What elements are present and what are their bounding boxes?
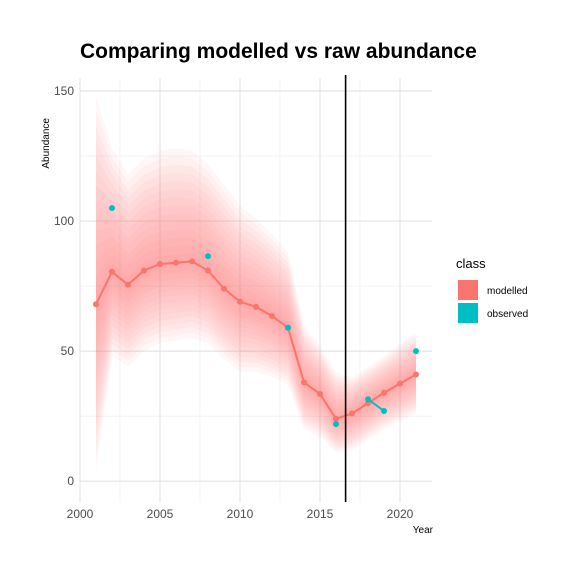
y-tick-label: 100 (54, 214, 74, 228)
modelled-point (221, 285, 227, 292)
confidence-band-layer (96, 229, 416, 429)
modelled-point (317, 391, 323, 398)
confidence-band-layer (96, 221, 416, 431)
modelled-point (205, 267, 211, 274)
observed-line (367, 398, 385, 412)
confidence-band-layer (96, 155, 416, 443)
modelled-point (237, 298, 243, 305)
x-tick-label: 2010 (227, 507, 254, 521)
modelled-point (349, 410, 355, 417)
confidence-band-layer (96, 200, 416, 436)
x-tick-label: 2015 (307, 507, 334, 521)
y-axis-label: Abundance (41, 118, 52, 169)
modelled-point (269, 313, 275, 320)
series (93, 75, 419, 502)
y-tick-label: 0 (67, 474, 74, 488)
observed-point (381, 407, 387, 414)
modelled-point (333, 415, 339, 422)
legend-title: class (456, 256, 486, 271)
modelled-point (301, 379, 307, 386)
axes: 2000 2005 2010 2015 2020 0 50 100 150 (54, 84, 414, 521)
confidence-band-layer (96, 213, 416, 434)
x-tick-label: 2005 (147, 507, 174, 521)
confidence-band (96, 96, 416, 471)
modelled-point (173, 259, 179, 266)
x-tick-label: 2020 (387, 507, 414, 521)
modelled-point (141, 267, 147, 274)
legend-key-modelled (458, 280, 478, 300)
modelled-point (125, 281, 131, 288)
grid (79, 78, 432, 502)
x-axis-label: Year (413, 525, 434, 536)
modelled-point (413, 371, 419, 378)
confidence-band-layer (96, 140, 416, 446)
legend-key-observed (458, 303, 478, 323)
y-tick-label: 150 (54, 84, 74, 98)
observed-point (285, 324, 291, 331)
modelled-point (157, 260, 163, 267)
legend-label-observed: observed (487, 309, 528, 320)
y-tick-label: 50 (61, 344, 75, 358)
modelled-point (109, 268, 115, 275)
x-tick-label: 2000 (67, 507, 94, 521)
modelled-point (93, 301, 99, 308)
legend: class modelled observed (456, 256, 528, 323)
confidence-band-layer (96, 111, 416, 459)
observed-point (333, 420, 339, 427)
legend-label-modelled: modelled (487, 286, 528, 297)
modelled-point (189, 258, 195, 265)
observed-point (413, 348, 419, 355)
modelled-point (381, 389, 387, 396)
confidence-band-layer (96, 96, 416, 471)
observed-point (109, 205, 115, 212)
chart-title: Comparing modelled vs raw abundance (80, 40, 477, 63)
confidence-band-layer (96, 125, 416, 448)
modelled-point (397, 380, 403, 387)
observed-point (205, 253, 211, 260)
observed-point (365, 396, 371, 403)
modelled-point (253, 303, 259, 310)
confidence-band-layer (96, 185, 416, 439)
